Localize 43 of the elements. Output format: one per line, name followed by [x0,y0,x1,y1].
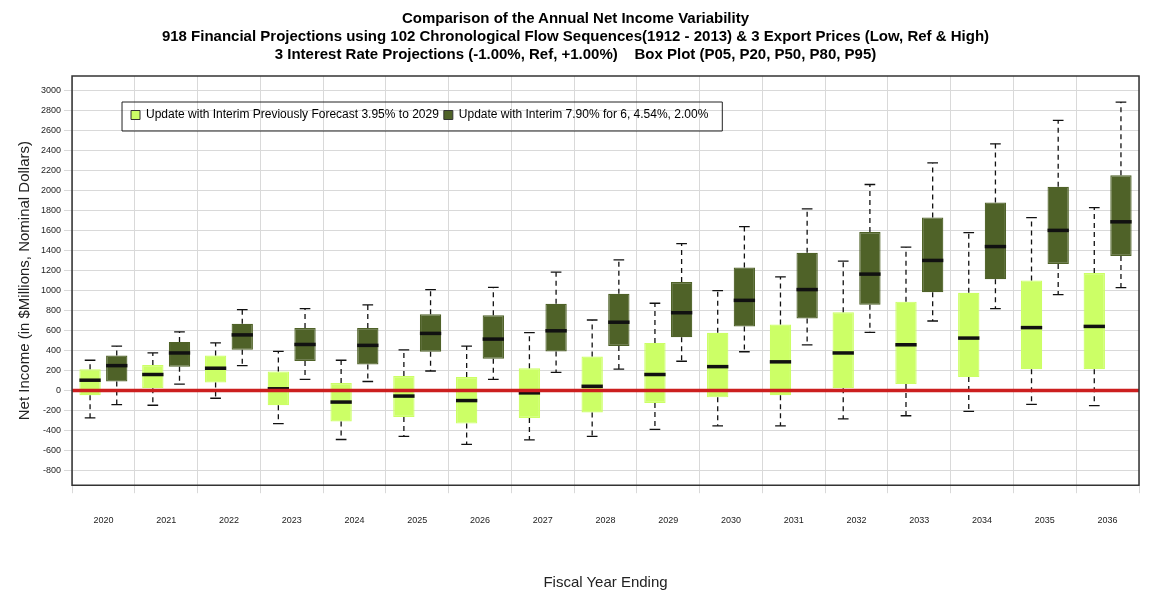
y-tick-label: 2400 [40,145,62,156]
y-axis-title: Net Income (in $Millions, Nominal Dollars) [15,140,33,421]
x-tick-label: 2033 [909,515,930,526]
y-tick-label: 3000 [40,85,62,96]
x-tick-label: 2025 [407,515,428,526]
x-tick-label: 2034 [972,515,993,526]
y-tick-label: 1800 [40,205,62,216]
x-tick-label: 2022 [218,515,239,526]
y-tick-label: 1600 [40,225,62,236]
y-tick-label: 2000 [40,185,62,196]
x-tick-label: 2024 [344,515,365,526]
legend-label: Update with Interim Previously Forecast 3.95% to 2029 [146,107,440,122]
x-tick-label: 2036 [1097,515,1118,526]
chart-title: Comparison of the Annual Net Income Variability [402,9,750,27]
y-tick-label: 2800 [40,105,62,116]
x-tick-label: 2030 [721,515,742,526]
y-tick-label: 200 [45,364,62,375]
y-tick-label: 1400 [40,245,62,256]
x-axis-title: Fiscal Year Ending [543,573,668,591]
x-tick-label: 2032 [846,515,867,526]
y-tick-label: 1200 [40,265,62,276]
legend-label: Update with Interim 7.90% for 6, 4.54%, 2.00% [458,107,709,122]
x-tick-label: 2021 [156,515,177,526]
y-tick-label: 2200 [40,165,62,176]
x-tick-label: 2031 [783,515,804,526]
x-tick-label: 2028 [595,515,616,526]
x-tick-label: 2020 [93,515,114,526]
y-tick-label: 2600 [40,125,62,136]
y-tick-label: 0 [56,384,62,395]
x-tick-label: 2029 [658,515,679,526]
x-tick-label: 2027 [532,515,553,526]
x-tick-label: 2035 [1034,515,1055,526]
y-tick-label: -600 [43,444,62,455]
y-tick-label: -800 [43,464,62,475]
chart-subtitle: 918 Financial Projections using 102 Chronological Flow Sequences(1912 - 2013) & 3 Export Prices (Low, Ref & High) 3 Interest Rate Projections (-1.00%, Ref, +1.00%) Box Plot (P05, P20, P50, P80, P95) [161,27,990,63]
x-tick-label: 2026 [469,515,490,526]
y-tick-label: 600 [45,324,62,335]
y-tick-label: -200 [43,404,62,415]
x-tick-label: 2023 [281,515,302,526]
y-tick-label: 800 [45,305,62,316]
y-tick-label: 1000 [40,285,62,296]
y-tick-label: 400 [45,344,62,355]
y-tick-label: -400 [43,424,62,435]
